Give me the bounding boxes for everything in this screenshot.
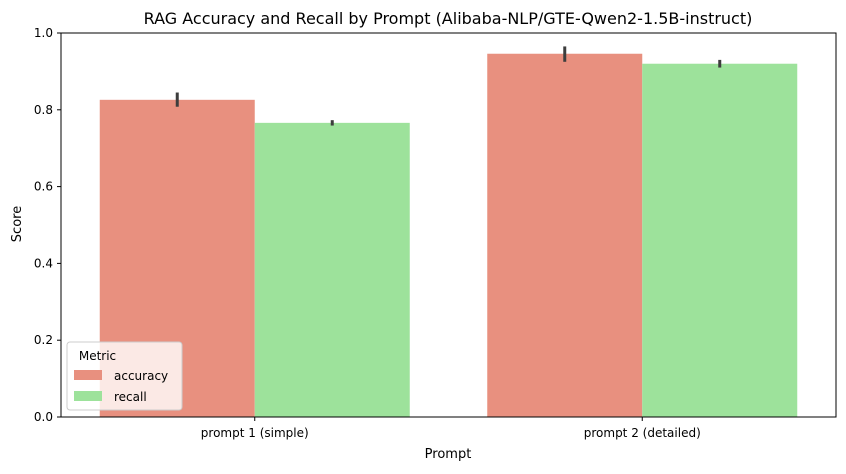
- x-axis-label: Prompt: [425, 447, 472, 462]
- legend-swatch-recall: [74, 391, 102, 401]
- x-tick-label: prompt 1 (simple): [201, 426, 309, 440]
- bar-accuracy-2: [487, 53, 643, 418]
- x-tick-label: prompt 2 (detailed): [584, 426, 701, 440]
- y-tick-label: 0.2: [34, 333, 53, 347]
- plot-area: 0.0 0.2 0.4 0.6 0.8 1.0 prompt 1 (simple) promp…: [34, 26, 798, 440]
- plot-frame: [60, 32, 837, 418]
- chart-title: RAG Accuracy and Recall by Prompt (Aliba…: [144, 9, 753, 28]
- y-tick-label: 0.6: [34, 180, 53, 194]
- y-tick-label: 0.0: [34, 410, 53, 424]
- y-tick-label: 1.0: [34, 26, 53, 40]
- legend-swatch-accuracy: [74, 370, 102, 380]
- legend: Metric accuracy recall: [66, 341, 183, 411]
- y-tick-label: 0.4: [34, 256, 53, 270]
- legend-title: Metric: [79, 349, 116, 363]
- legend-label-recall: recall: [114, 390, 147, 404]
- bar-recall-1: [254, 122, 410, 417]
- y-tick-label: 0.8: [34, 103, 53, 117]
- bar-recall-2: [642, 63, 798, 417]
- y-axis-label: Score: [10, 206, 25, 242]
- legend-label-accuracy: accuracy: [114, 369, 168, 383]
